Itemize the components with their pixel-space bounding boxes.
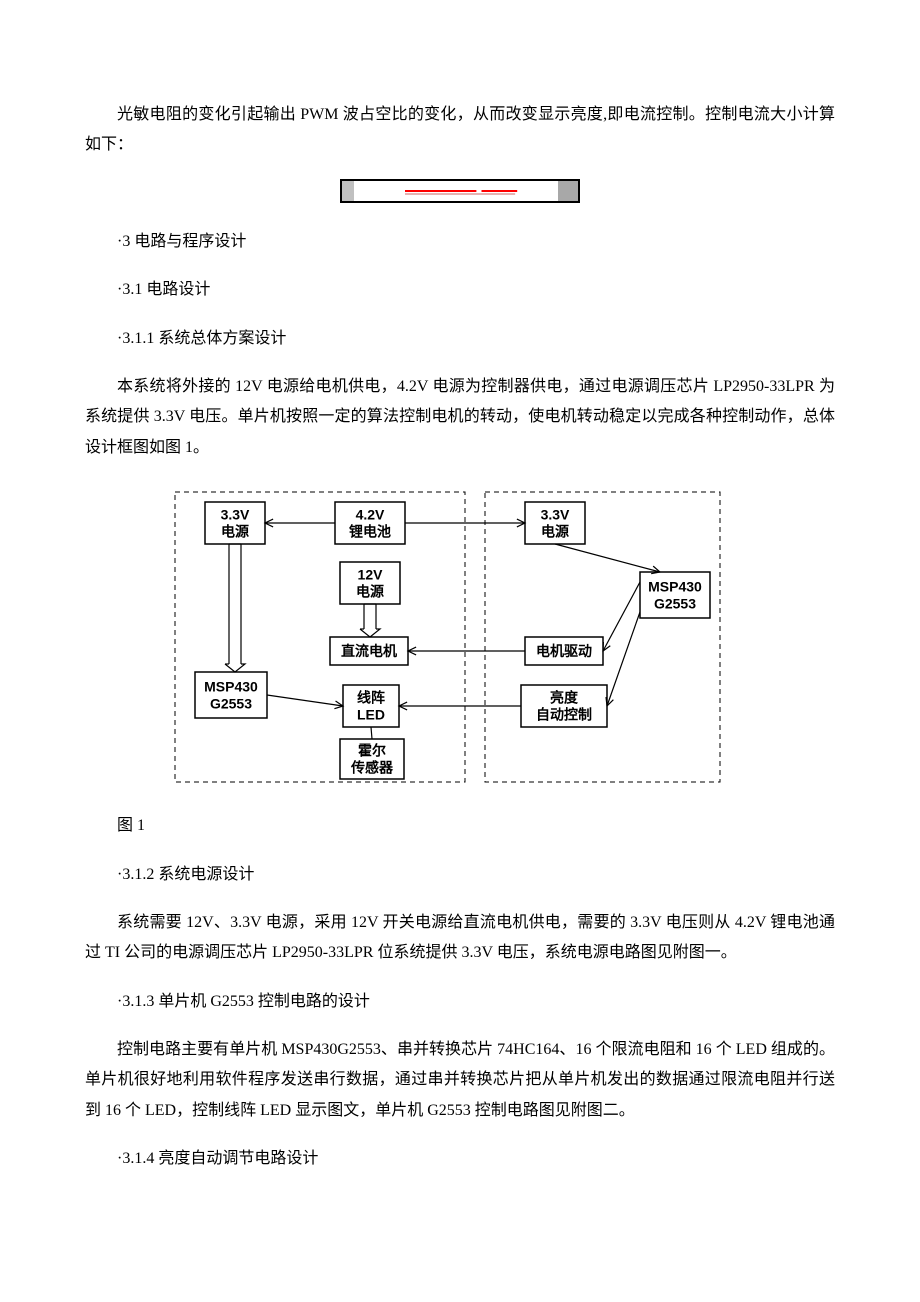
svg-text:G2553: G2553	[210, 696, 252, 712]
svg-text:12V: 12V	[358, 567, 384, 583]
svg-text:电源: 电源	[356, 584, 384, 600]
section-3-1-4-heading: ·3.1.4 亮度自动调节电路设计	[85, 1144, 835, 1174]
svg-text:电源: 电源	[221, 524, 249, 540]
section-3-heading: ·3 电路与程序设计	[85, 227, 835, 257]
formula-placeholder	[340, 179, 580, 203]
svg-text:G2553: G2553	[654, 596, 696, 612]
formula-mid	[354, 181, 558, 201]
system-block-diagram: 3.3V电源4.2V锂电池3.3V电源12V电源MSP430G2553直流电机电…	[145, 487, 725, 787]
section-3-1-3-heading: ·3.1.3 单片机 G2553 控制电路的设计	[85, 987, 835, 1017]
section-3-1-heading: ·3.1 电路设计	[85, 275, 835, 305]
power-design-paragraph: 系统需要 12V、3.3V 电源，采用 12V 开关电源给直流电机供电，需要的 …	[85, 908, 835, 969]
svg-text:LED: LED	[357, 707, 385, 723]
svg-text:3.3V: 3.3V	[541, 507, 570, 523]
formula-left-pad	[342, 181, 354, 201]
svg-text:直流电机: 直流电机	[341, 643, 397, 659]
svg-text:电机驱动: 电机驱动	[536, 643, 592, 659]
svg-text:传感器: 传感器	[350, 760, 394, 776]
svg-text:亮度: 亮度	[550, 690, 579, 706]
section-3-1-1-heading: ·3.1.1 系统总体方案设计	[85, 324, 835, 354]
svg-text:线阵: 线阵	[357, 690, 385, 706]
figure-1-caption: 图 1	[85, 811, 835, 841]
svg-text:电源: 电源	[541, 524, 569, 540]
section-3-1-2-heading: ·3.1.2 系统电源设计	[85, 860, 835, 890]
svg-text:3.3V: 3.3V	[221, 507, 250, 523]
svg-text:MSP430: MSP430	[648, 579, 702, 595]
svg-text:自动控制: 自动控制	[536, 707, 592, 723]
system-overview-paragraph: 本系统将外接的 12V 电源给电机供电，4.2V 电源为控制器供电，通过电源调压…	[85, 372, 835, 463]
formula-right-pad	[558, 181, 578, 201]
control-circuit-paragraph: 控制电路主要有单片机 MSP430G2553、串并转换芯片 74HC164、16…	[85, 1035, 835, 1126]
svg-text:锂电池: 锂电池	[349, 524, 391, 540]
svg-text:4.2V: 4.2V	[356, 507, 385, 523]
intro-paragraph: 光敏电阻的变化引起输出 PWM 波占空比的变化，从而改变显示亮度,即电流控制。控…	[85, 100, 835, 161]
svg-text:霍尔: 霍尔	[358, 743, 386, 759]
svg-text:MSP430: MSP430	[204, 679, 258, 695]
